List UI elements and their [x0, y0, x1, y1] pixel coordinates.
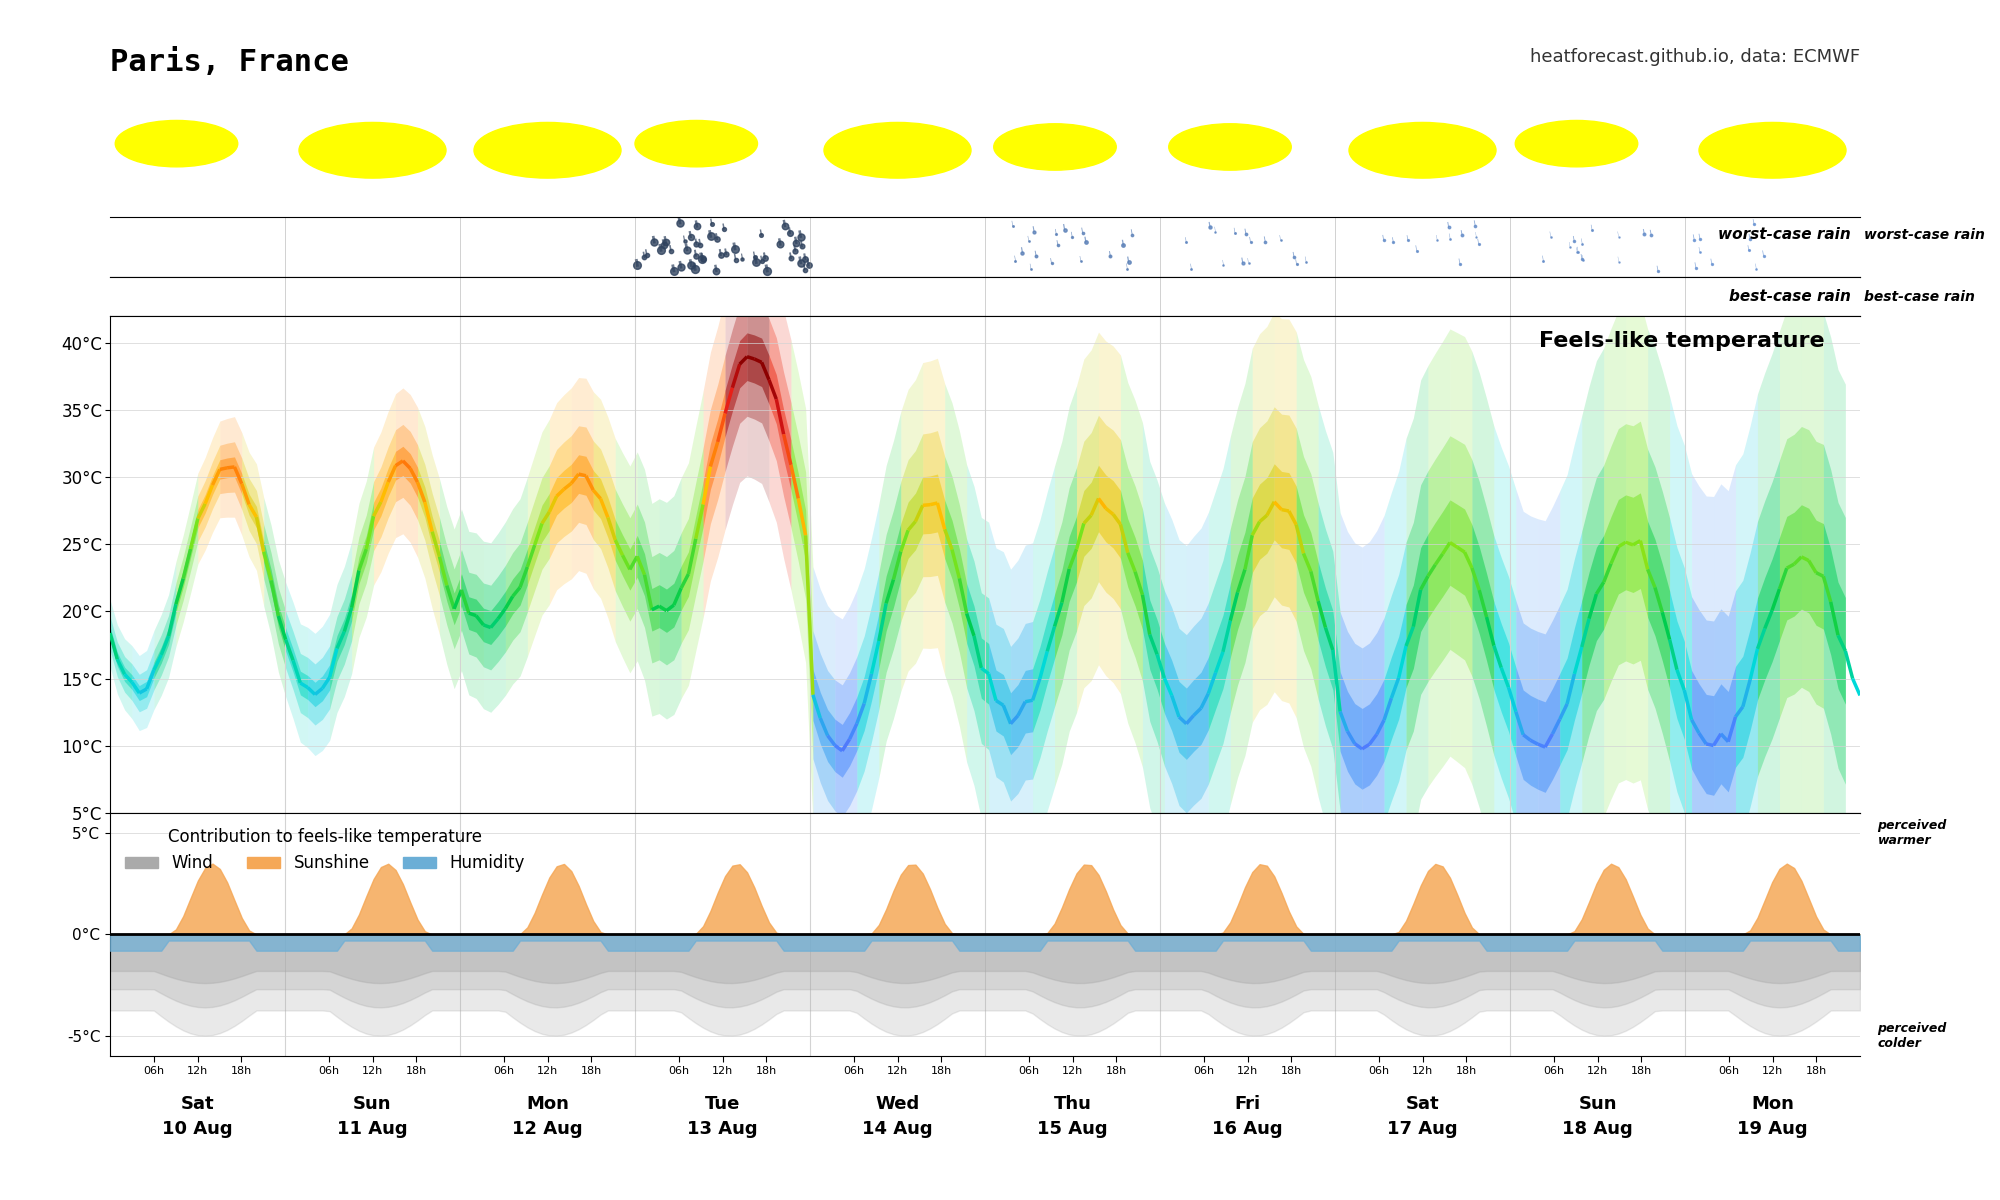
Text: 18 Aug: 18 Aug: [1562, 1120, 1632, 1138]
Ellipse shape: [224, 154, 262, 162]
Text: 19 Aug: 19 Aug: [1738, 1120, 1808, 1138]
Ellipse shape: [774, 144, 842, 161]
Ellipse shape: [1040, 144, 1124, 163]
Text: perceived
warmer: perceived warmer: [1878, 820, 1946, 847]
Circle shape: [300, 122, 446, 178]
Ellipse shape: [1574, 150, 1638, 164]
Text: 10 Aug: 10 Aug: [162, 1120, 232, 1138]
Text: 12 Aug: 12 Aug: [512, 1120, 582, 1138]
Ellipse shape: [736, 134, 822, 155]
Ellipse shape: [1604, 148, 1650, 160]
Circle shape: [1516, 120, 1638, 167]
Text: Sun: Sun: [1578, 1094, 1616, 1112]
Circle shape: [1700, 122, 1846, 178]
Ellipse shape: [1008, 150, 1056, 162]
Ellipse shape: [1194, 143, 1264, 158]
Ellipse shape: [1624, 154, 1662, 162]
Circle shape: [1348, 122, 1496, 178]
Text: 14 Aug: 14 Aug: [862, 1120, 932, 1138]
Text: Paris, France: Paris, France: [110, 48, 348, 77]
Text: 13 Aug: 13 Aug: [688, 1120, 758, 1138]
Text: Thu: Thu: [1054, 1094, 1092, 1112]
Ellipse shape: [160, 149, 212, 161]
Circle shape: [994, 124, 1116, 170]
Circle shape: [824, 122, 972, 178]
Text: 17 Aug: 17 Aug: [1388, 1120, 1458, 1138]
Text: Sat: Sat: [180, 1094, 214, 1112]
Ellipse shape: [654, 136, 750, 157]
Ellipse shape: [1078, 142, 1140, 157]
Ellipse shape: [638, 146, 706, 162]
Text: heatforecast.github.io, data: ECMWF: heatforecast.github.io, data: ECMWF: [1530, 48, 1860, 66]
Text: Wed: Wed: [876, 1094, 920, 1112]
Text: Sat: Sat: [1406, 1094, 1440, 1112]
Ellipse shape: [174, 150, 238, 164]
Text: Tue: Tue: [704, 1094, 740, 1112]
Circle shape: [636, 120, 758, 167]
Text: Fri: Fri: [1234, 1094, 1260, 1112]
Text: 16 Aug: 16 Aug: [1212, 1120, 1282, 1138]
Ellipse shape: [1560, 149, 1612, 161]
Ellipse shape: [1252, 142, 1316, 157]
Legend: Wind, Sunshine, Humidity: Wind, Sunshine, Humidity: [118, 821, 532, 878]
Text: best-case rain: best-case rain: [1730, 289, 1852, 304]
Circle shape: [474, 122, 620, 178]
Ellipse shape: [152, 155, 188, 163]
Text: Feels-like temperature: Feels-like temperature: [1540, 331, 1824, 350]
Text: Mon: Mon: [526, 1094, 568, 1112]
Text: Mon: Mon: [1752, 1094, 1794, 1112]
Text: worst-case rain: worst-case rain: [1718, 227, 1852, 242]
Text: perceived
colder: perceived colder: [1878, 1021, 1946, 1050]
Ellipse shape: [1214, 144, 1298, 163]
Text: Sun: Sun: [354, 1094, 392, 1112]
Circle shape: [1168, 124, 1292, 170]
Text: best-case rain: best-case rain: [1864, 289, 1974, 304]
Ellipse shape: [682, 138, 798, 163]
Ellipse shape: [1552, 155, 1588, 163]
Text: worst-case rain: worst-case rain: [1864, 228, 1984, 241]
Text: 11 Aug: 11 Aug: [338, 1120, 408, 1138]
Circle shape: [116, 120, 238, 167]
Ellipse shape: [1182, 150, 1232, 162]
Ellipse shape: [1106, 149, 1154, 161]
Ellipse shape: [204, 148, 250, 160]
Ellipse shape: [1280, 149, 1330, 161]
Text: 15 Aug: 15 Aug: [1038, 1120, 1108, 1138]
Ellipse shape: [1018, 143, 1088, 158]
